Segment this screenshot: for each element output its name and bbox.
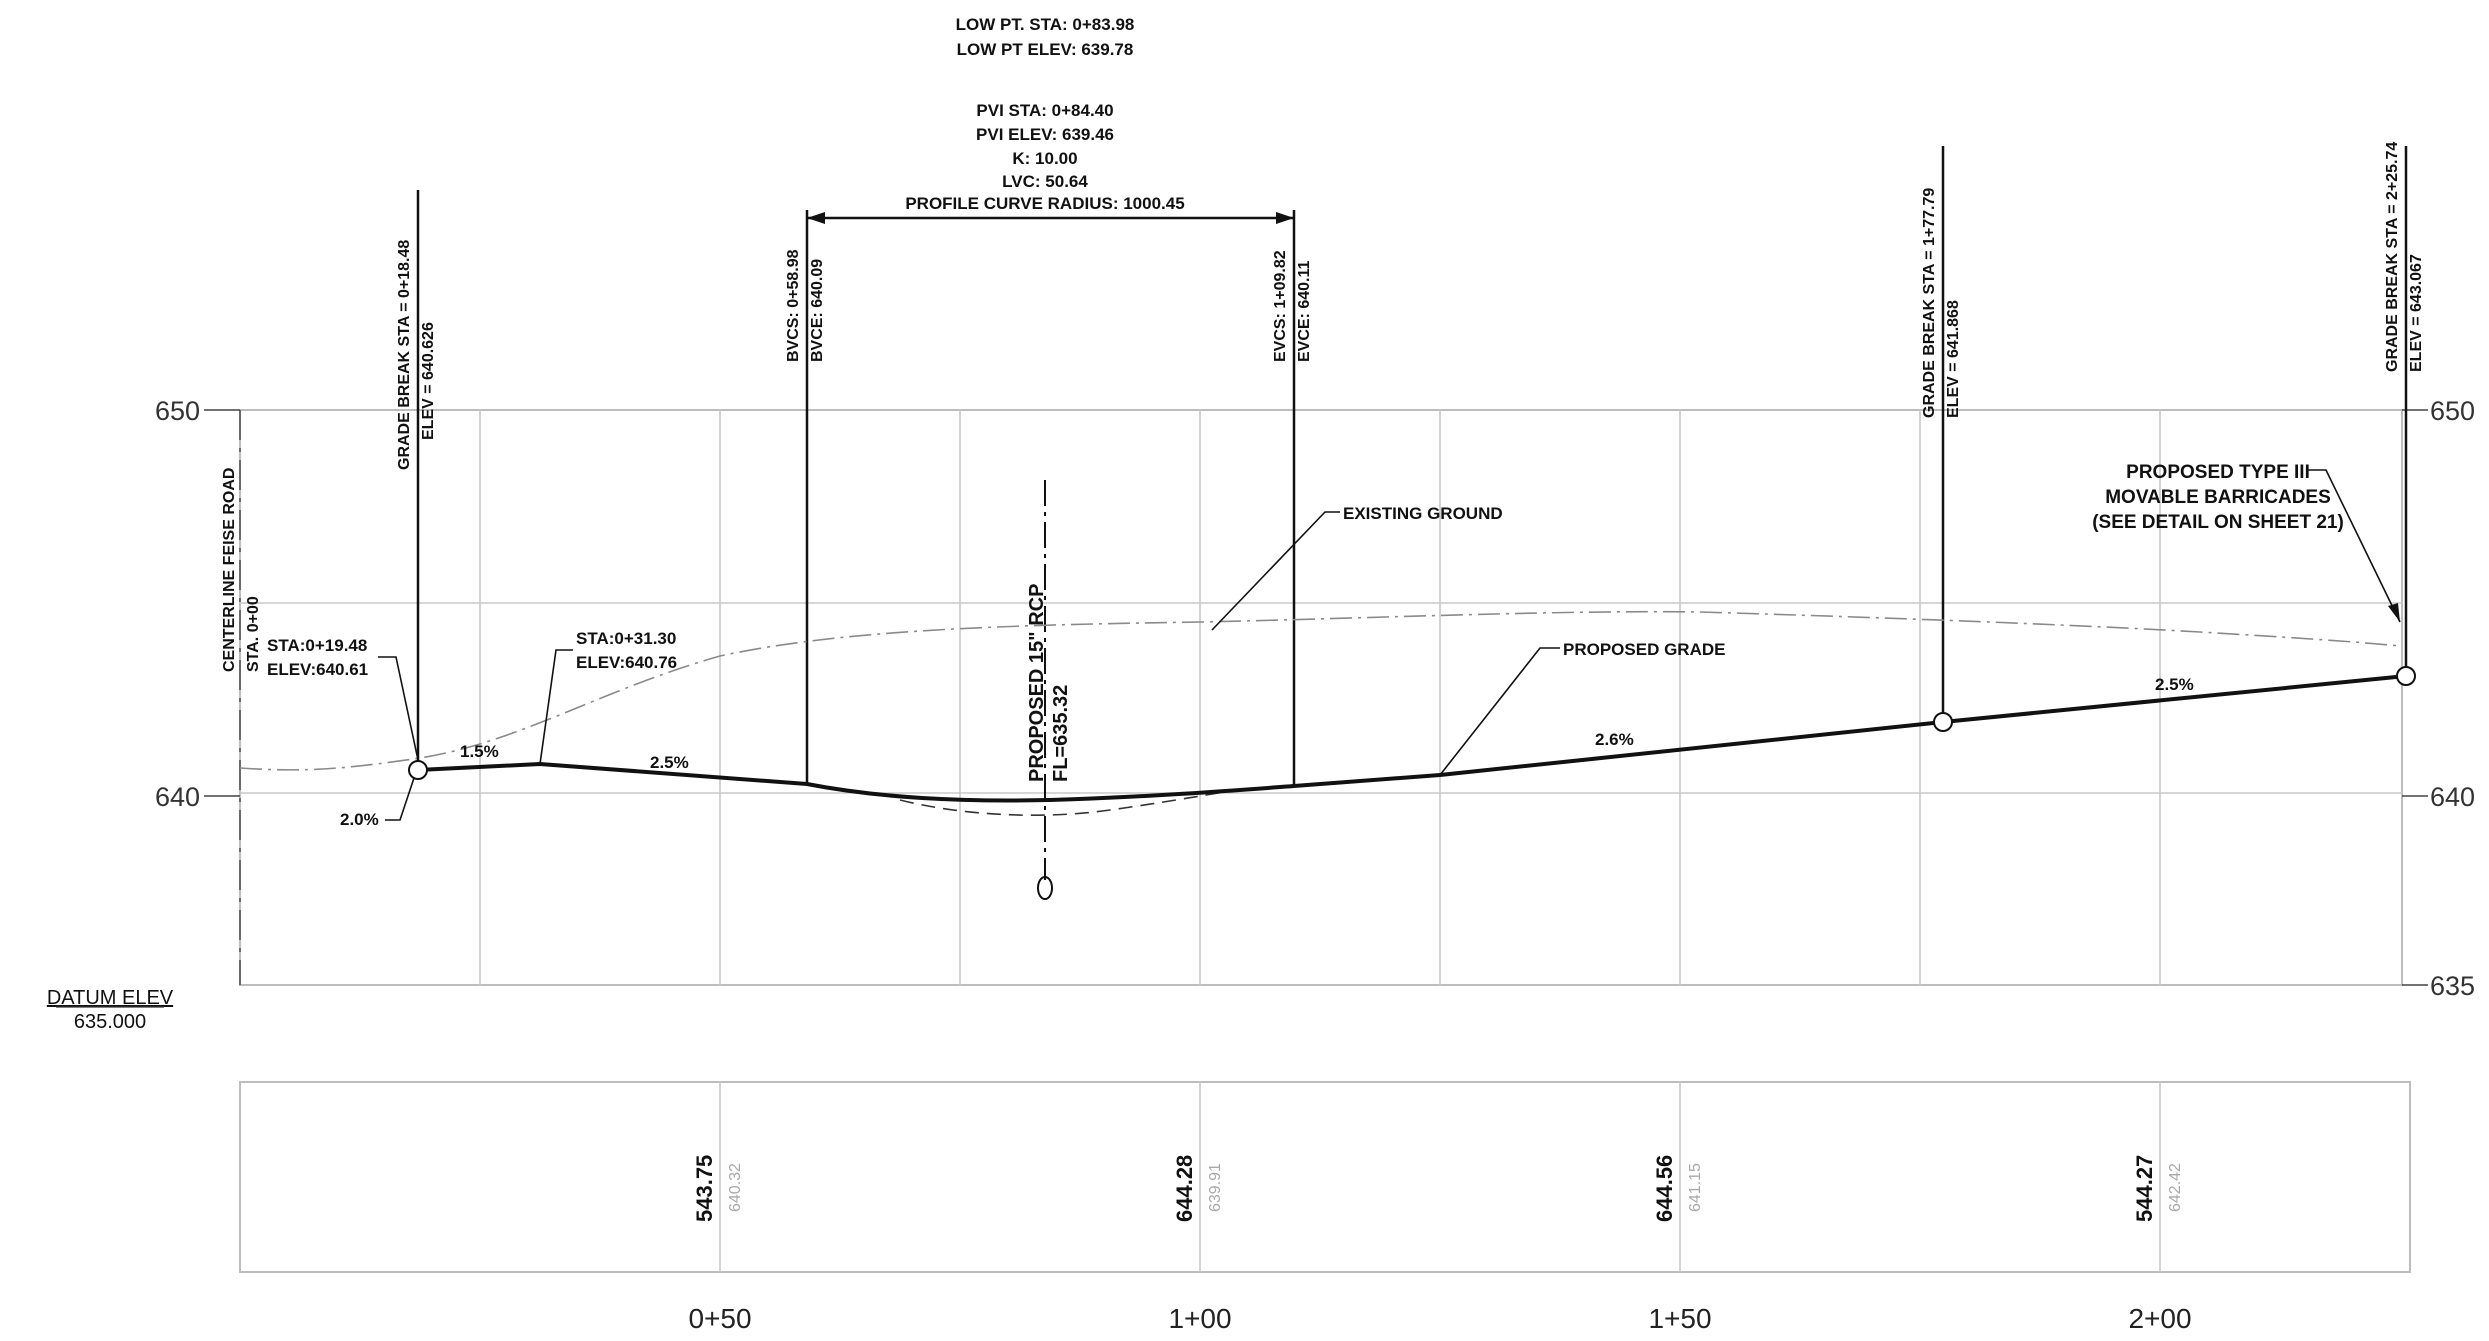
k-value: K: 10.00 xyxy=(1012,149,1077,168)
sta2-line-b: ELEV:640.76 xyxy=(576,653,677,672)
grade-break-1-sta: GRADE BREAK STA = 0+18.48 xyxy=(396,240,413,470)
vertical-labels: GRADE BREAK STA = 0+18.48 ELEV = 640.626… xyxy=(221,142,2425,782)
barricade-line-1: PROPOSED TYPE III xyxy=(2126,462,2310,483)
band-proposed-2: 644.28 xyxy=(1172,1155,1197,1222)
barricade-line-2: MOVABLE BARRICADES xyxy=(2105,487,2331,508)
barricade-line-3: (SEE DETAIL ON SHEET 21) xyxy=(2092,512,2344,533)
low-point-callout: LOW PT. STA: 0+83.98 LOW PT ELEV: 639.78 xyxy=(956,15,1135,59)
station-2-00: 2+00 xyxy=(2128,1303,2191,1334)
station-1-callout: STA:0+19.48 ELEV:640.61 xyxy=(267,636,419,761)
proposed-grade-callout: PROPOSED GRADE xyxy=(1439,640,1725,776)
sta2-line-a: STA:0+31.30 xyxy=(576,629,676,648)
grade-2-0: 2.0% xyxy=(340,810,379,829)
right-axis-635: 635 xyxy=(2430,971,2475,1001)
low-pt-elev: LOW PT ELEV: 639.78 xyxy=(957,40,1134,59)
band-proposed-3: 644.56 xyxy=(1652,1155,1677,1222)
left-elevation-axis: 650 640 xyxy=(155,396,240,812)
sta-zero-label: STA. 0+00 xyxy=(245,596,262,672)
grade-2-5-b: 2.5% xyxy=(2155,675,2194,694)
grade-break-3-elev: ELEV = 643.067 xyxy=(2408,254,2425,372)
band-proposed-1: 543.75 xyxy=(692,1155,717,1222)
existing-ground-callout: EXISTING GROUND xyxy=(1211,504,1503,631)
band-existing-2: 639.91 xyxy=(1207,1163,1224,1212)
pvi-sta: PVI STA: 0+84.40 xyxy=(976,101,1113,120)
station-1-00: 1+00 xyxy=(1168,1303,1231,1334)
datum-label: DATUM ELEV xyxy=(47,987,174,1009)
proposed-grade-label: PROPOSED GRADE xyxy=(1563,640,1725,659)
lvc-value: LVC: 50.64 xyxy=(1002,172,1088,191)
grade-percent-labels: 1.5% 2.5% 2.6% 2.5% 2.0% xyxy=(340,675,2194,829)
rcp-label: PROPOSED 15" RCP xyxy=(1026,584,1048,782)
grade-1-5: 1.5% xyxy=(460,742,499,761)
proposed-grade-line xyxy=(417,674,2407,803)
grade-break-3-sta: GRADE BREAK STA = 2+25.74 xyxy=(2384,142,2401,372)
left-axis-650: 650 xyxy=(155,396,200,426)
profile-grid xyxy=(239,409,2403,986)
rcp-flowline: FL=635.32 xyxy=(1050,685,1072,782)
station-2-callout: STA:0+31.30 ELEV:640.76 xyxy=(539,629,677,765)
grade-break-2-sta: GRADE BREAK STA = 1+77.79 xyxy=(1921,188,1938,418)
datum-value: 635.000 xyxy=(74,1011,146,1033)
pvi-callout: PVI STA: 0+84.40 PVI ELEV: 639.46 K: 10.… xyxy=(905,101,1184,213)
sta1-line-b: ELEV:640.61 xyxy=(267,660,368,679)
bvce-label: BVCE: 640.09 xyxy=(809,259,826,362)
band-existing-4: 642.42 xyxy=(2167,1163,2184,1212)
barricade-callout: PROPOSED TYPE III MOVABLE BARRICADES (SE… xyxy=(2092,462,2401,623)
right-axis-640: 640 xyxy=(2430,782,2475,812)
grade-break-markers xyxy=(408,666,2416,780)
centerline-label: CENTERLINE FEISE ROAD xyxy=(221,468,238,672)
evce-label: EVCE: 640.11 xyxy=(1296,261,1313,363)
station-1-50: 1+50 xyxy=(1648,1303,1711,1334)
bvcs-label: BVCS: 0+58.98 xyxy=(785,249,802,362)
existing-ground-label: EXISTING GROUND xyxy=(1343,504,1503,523)
datum-elevation: DATUM ELEV 635.000 xyxy=(47,987,174,1033)
sag-curve-tangent xyxy=(899,790,1231,816)
low-pt-sta: LOW PT. STA: 0+83.98 xyxy=(956,15,1135,34)
elevation-band: 543.75 640.32 644.28 639.91 644.56 641.1… xyxy=(239,1081,2411,1273)
pvi-elev: PVI ELEV: 639.46 xyxy=(976,125,1114,144)
left-axis-640: 640 xyxy=(155,782,200,812)
evcs-label: EVCS: 1+09.82 xyxy=(1272,250,1289,362)
existing-ground-line xyxy=(239,610,2401,771)
band-proposed-4: 544.27 xyxy=(2132,1155,2157,1222)
sta1-line-a: STA:0+19.48 xyxy=(267,636,367,655)
station-axis: 0+50 1+00 1+50 2+00 xyxy=(688,1303,2191,1334)
curve-radius: PROFILE CURVE RADIUS: 1000.45 xyxy=(905,194,1184,213)
right-elevation-axis: 650 640 635 xyxy=(2402,396,2475,1001)
band-existing-1: 640.32 xyxy=(727,1163,744,1212)
right-axis-650: 650 xyxy=(2430,396,2475,426)
grade-break-1-elev: ELEV = 640.626 xyxy=(420,322,437,440)
vertical-curve-dimension xyxy=(807,212,1294,224)
grade-2-6: 2.6% xyxy=(1595,730,1634,749)
grade-2-5-a: 2.5% xyxy=(650,753,689,772)
grade-break-2-elev: ELEV = 641.868 xyxy=(1945,300,1962,418)
band-existing-3: 641.15 xyxy=(1687,1163,1704,1212)
rcp-pipe xyxy=(1037,480,1053,900)
vertical-marker-lines xyxy=(416,146,2408,786)
station-0-50: 0+50 xyxy=(688,1303,751,1334)
